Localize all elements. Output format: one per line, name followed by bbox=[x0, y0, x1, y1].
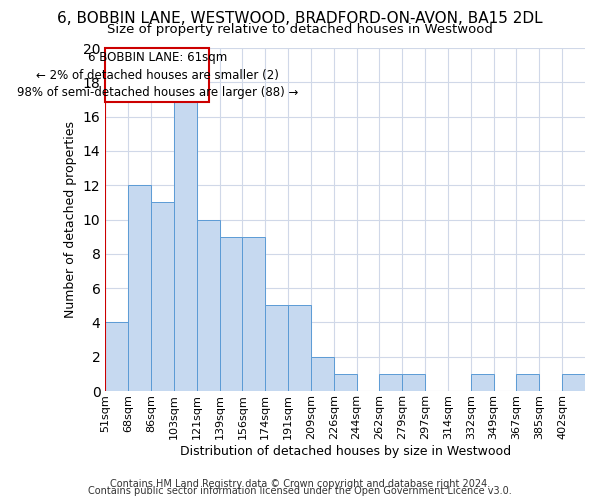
Bar bbox=[265, 306, 288, 391]
X-axis label: Distribution of detached houses by size in Westwood: Distribution of detached houses by size … bbox=[179, 444, 511, 458]
Bar bbox=[220, 236, 242, 391]
Bar bbox=[128, 185, 151, 391]
Text: 6, BOBBIN LANE, WESTWOOD, BRADFORD-ON-AVON, BA15 2DL: 6, BOBBIN LANE, WESTWOOD, BRADFORD-ON-AV… bbox=[57, 11, 543, 26]
Bar bbox=[288, 306, 311, 391]
Bar bbox=[151, 202, 174, 391]
Text: Size of property relative to detached houses in Westwood: Size of property relative to detached ho… bbox=[107, 22, 493, 36]
Bar bbox=[174, 100, 197, 391]
Text: Contains public sector information licensed under the Open Government Licence v3: Contains public sector information licen… bbox=[88, 486, 512, 496]
Bar bbox=[106, 48, 209, 102]
Y-axis label: Number of detached properties: Number of detached properties bbox=[64, 121, 77, 318]
Bar bbox=[379, 374, 402, 391]
Bar bbox=[334, 374, 356, 391]
Bar bbox=[471, 374, 494, 391]
Bar bbox=[402, 374, 425, 391]
Bar bbox=[562, 374, 585, 391]
Text: 6 BOBBIN LANE: 61sqm: 6 BOBBIN LANE: 61sqm bbox=[88, 52, 227, 64]
Text: Contains HM Land Registry data © Crown copyright and database right 2024.: Contains HM Land Registry data © Crown c… bbox=[110, 479, 490, 489]
Bar bbox=[242, 236, 265, 391]
Bar bbox=[106, 322, 128, 391]
Bar bbox=[311, 356, 334, 391]
Bar bbox=[517, 374, 539, 391]
Bar bbox=[197, 220, 220, 391]
Text: ← 2% of detached houses are smaller (2): ← 2% of detached houses are smaller (2) bbox=[36, 68, 279, 82]
Text: 98% of semi-detached houses are larger (88) →: 98% of semi-detached houses are larger (… bbox=[17, 86, 298, 98]
